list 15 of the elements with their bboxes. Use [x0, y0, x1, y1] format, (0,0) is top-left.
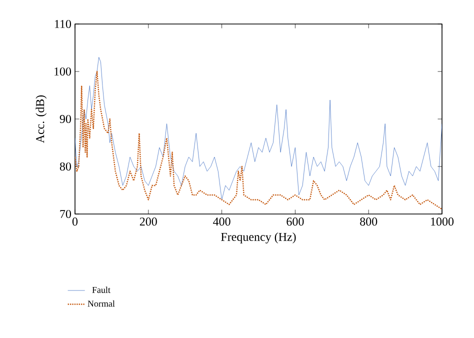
x-tick-label: 600 — [286, 218, 304, 226]
y-tick-label: 80 — [60, 162, 72, 171]
x-tick-label: 1000 — [431, 218, 454, 226]
x-axis-title: Frequency (Hz) — [221, 232, 296, 244]
x-tick-label: 0 — [72, 218, 78, 226]
y-axis-title: Acc. (dB) — [36, 95, 47, 144]
legend-label: Fault — [92, 286, 110, 293]
x-tick-label: 200 — [140, 218, 157, 226]
x-tick-label: 800 — [360, 218, 378, 226]
y-tick-label: 90 — [60, 114, 72, 124]
y-tick-label: 70 — [60, 210, 72, 218]
y-tick-label: 110 — [54, 20, 72, 28]
legend-label: Normal — [88, 300, 115, 307]
x-tick-label: 400 — [213, 218, 230, 226]
y-tick-label: 100 — [54, 67, 72, 76]
